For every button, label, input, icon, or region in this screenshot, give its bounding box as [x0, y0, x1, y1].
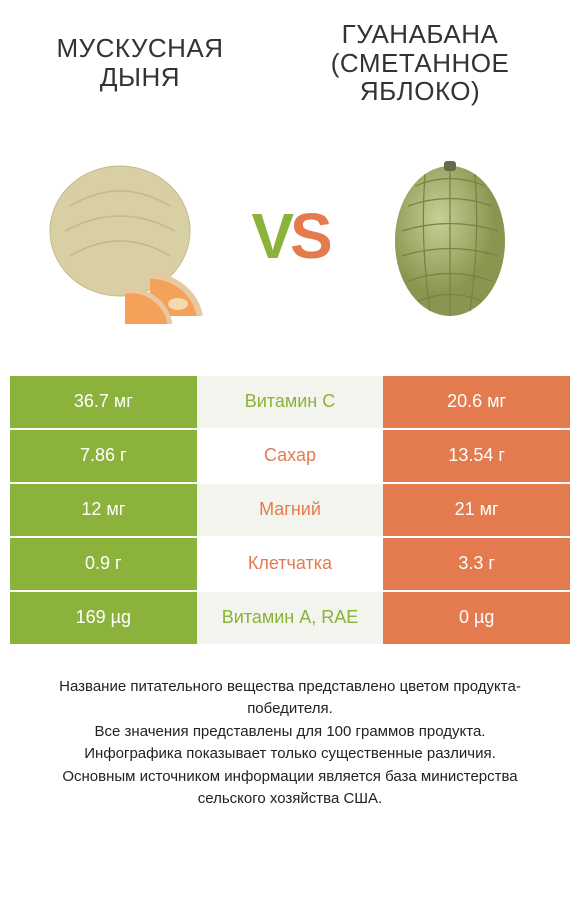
- table-row: 7.86 гСахар13.54 г: [10, 430, 570, 484]
- nutrition-table: 36.7 мгВитамин C20.6 мг7.86 гСахар13.54 …: [10, 376, 570, 646]
- nutrient-name: Витамин C: [197, 376, 384, 428]
- vs-v: V: [251, 200, 290, 272]
- table-row: 36.7 мгВитамин C20.6 мг: [10, 376, 570, 430]
- left-product-image: [40, 136, 220, 336]
- footer-notes: Название питательного вещества представл…: [10, 646, 570, 831]
- left-value: 36.7 мг: [10, 376, 197, 428]
- left-value: 7.86 г: [10, 430, 197, 482]
- right-value: 13.54 г: [383, 430, 570, 482]
- vs-s: S: [290, 200, 329, 272]
- right-value: 0 µg: [383, 592, 570, 644]
- right-product-image: [360, 136, 540, 336]
- nutrient-name: Сахар: [197, 430, 384, 482]
- table-row: 12 мгМагний21 мг: [10, 484, 570, 538]
- right-value: 20.6 мг: [383, 376, 570, 428]
- left-value: 0.9 г: [10, 538, 197, 590]
- vs-label: VS: [251, 199, 328, 273]
- right-product-title: ГУАНАБАНА (СМЕТАННОЕ ЯБЛОКО): [300, 20, 540, 106]
- footer-line-3: Инфографика показывает только существенн…: [30, 743, 550, 766]
- left-value: 169 µg: [10, 592, 197, 644]
- right-value: 3.3 г: [383, 538, 570, 590]
- footer-line-1: Название питательного вещества представл…: [30, 676, 550, 721]
- left-product-title: МУСКУСНАЯ ДЫНЯ: [40, 34, 240, 91]
- footer-line-4: Основным источником информации является …: [30, 766, 550, 811]
- images-row: VS: [10, 116, 570, 376]
- nutrient-name: Магний: [197, 484, 384, 536]
- titles-row: МУСКУСНАЯ ДЫНЯ ГУАНАБАНА (СМЕТАННОЕ ЯБЛО…: [10, 0, 570, 116]
- left-value: 12 мг: [10, 484, 197, 536]
- right-value: 21 мг: [383, 484, 570, 536]
- right-title-line1: ГУАНАБАНА: [342, 19, 499, 49]
- table-row: 0.9 гКлетчатка3.3 г: [10, 538, 570, 592]
- footer-line-2: Все значения представлены для 100 граммо…: [30, 721, 550, 744]
- right-title-line2: (СМЕТАННОЕ ЯБЛОКО): [331, 48, 510, 107]
- table-row: 169 µgВитамин A, RAE0 µg: [10, 592, 570, 646]
- nutrient-name: Клетчатка: [197, 538, 384, 590]
- nutrient-name: Витамин A, RAE: [197, 592, 384, 644]
